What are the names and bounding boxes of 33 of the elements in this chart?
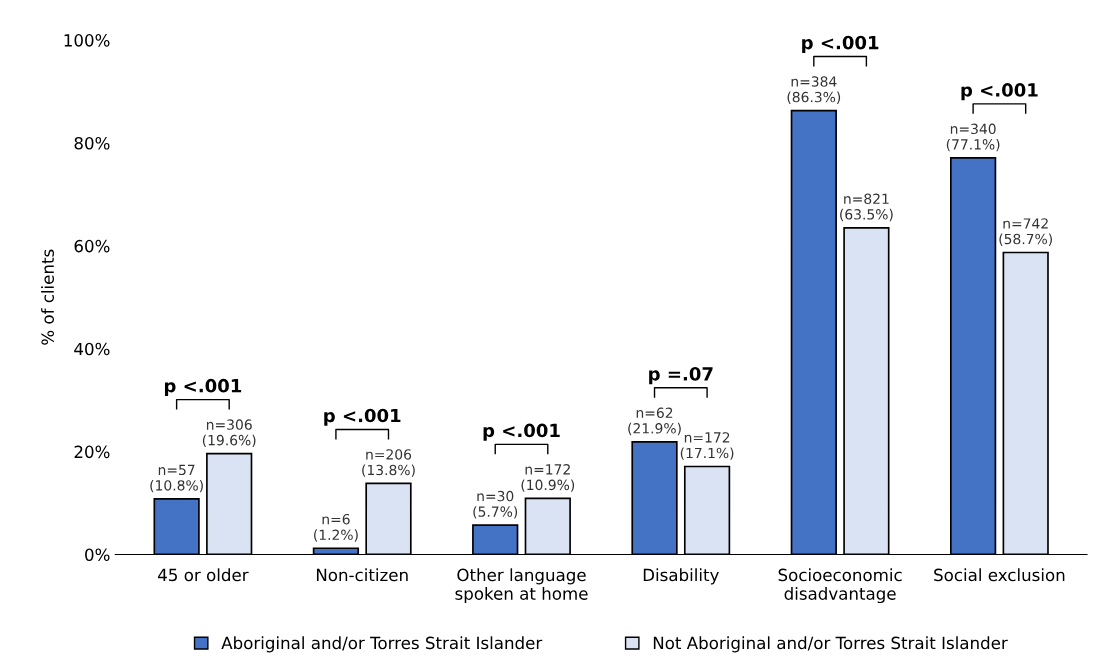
annotation: p <.001 [961, 83, 1038, 101]
x-tick-label: 45 or older [158, 568, 249, 582]
data-label: n=340 (77.1%) [946, 123, 1000, 152]
y-tick-label: 20% [74, 445, 110, 459]
data-label: n=821 (63.5%) [840, 193, 893, 222]
y-tick-label: 80% [74, 136, 110, 150]
data-label: n=206 (13.8%) [362, 449, 415, 477]
data-label: n=172 (10.9%) [521, 464, 575, 492]
x-tick-label: Socioeconomic disadvantage [778, 568, 902, 604]
annotation: p <.001 [164, 378, 242, 397]
x-tick-label: Social exclusion [934, 568, 1065, 582]
data-label: n=57 (10.8%) [150, 464, 203, 493]
y-tick-label: 100% [64, 34, 110, 47]
data-label: n=62 (21.9%) [628, 407, 681, 436]
annotation: p <.001 [324, 408, 401, 426]
annotation: p <.001 [802, 35, 879, 53]
data-label: n=742 (58.7%) [999, 218, 1052, 246]
data-label: n=384 (86.3%) [787, 76, 841, 104]
x-tick-label: Other language spoken at home [455, 568, 588, 604]
annotation: p =.07 [649, 367, 713, 385]
y-tick-label: 40% [74, 342, 110, 356]
legend-label: Aboriginal and/or Torres Strait Islander [221, 636, 543, 653]
data-label: n=172 (17.1%) [680, 432, 734, 460]
x-tick-label: Non-citizen [316, 568, 408, 582]
y-tick-label: 60% [74, 239, 110, 253]
y-tick-label: 0% [85, 548, 110, 562]
annotation: p <.001 [483, 423, 560, 441]
data-label: n=306 (19.6%) [202, 419, 256, 448]
y-axis-title: % of clients [41, 249, 54, 345]
data-label: n=6 (1.2%) [314, 513, 358, 542]
data-label: n=30 (5.7%) [473, 490, 518, 519]
x-tick-label: Disability [643, 568, 719, 585]
legend-label: Not Aboriginal and/or Torres Strait Islander [653, 636, 1008, 653]
